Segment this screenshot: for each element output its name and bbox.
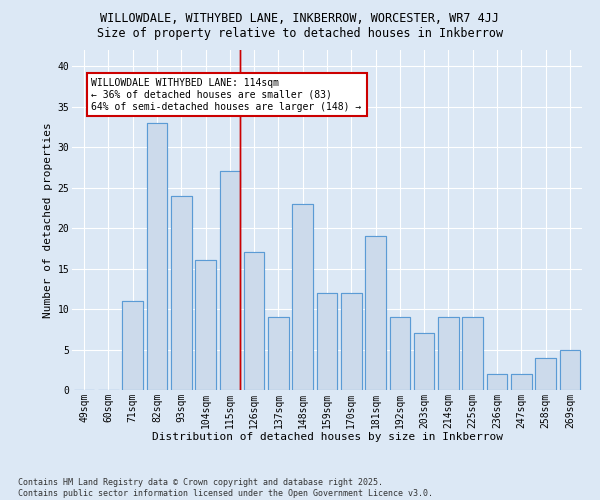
- Bar: [244, 252, 265, 390]
- Text: WILLOWDALE WITHYBED LANE: 114sqm
← 36% of detached houses are smaller (83)
64% o: WILLOWDALE WITHYBED LANE: 114sqm ← 36% o…: [91, 78, 362, 112]
- Bar: [146, 123, 167, 390]
- Text: Size of property relative to detached houses in Inkberrow: Size of property relative to detached ho…: [97, 28, 503, 40]
- Bar: [365, 236, 386, 390]
- X-axis label: Distribution of detached houses by size in Inkberrow: Distribution of detached houses by size …: [151, 432, 503, 442]
- Bar: [487, 374, 508, 390]
- Bar: [535, 358, 556, 390]
- Bar: [463, 317, 483, 390]
- Bar: [414, 334, 434, 390]
- Bar: [220, 172, 240, 390]
- Bar: [292, 204, 313, 390]
- Bar: [438, 317, 459, 390]
- Bar: [487, 374, 508, 390]
- Bar: [317, 293, 337, 390]
- Bar: [292, 204, 313, 390]
- Bar: [341, 293, 362, 390]
- Bar: [122, 301, 143, 390]
- Bar: [146, 123, 167, 390]
- Bar: [195, 260, 216, 390]
- Bar: [268, 317, 289, 390]
- Bar: [414, 334, 434, 390]
- Bar: [195, 260, 216, 390]
- Bar: [341, 293, 362, 390]
- Bar: [560, 350, 580, 390]
- Bar: [535, 358, 556, 390]
- Bar: [511, 374, 532, 390]
- Text: WILLOWDALE, WITHYBED LANE, INKBERROW, WORCESTER, WR7 4JJ: WILLOWDALE, WITHYBED LANE, INKBERROW, WO…: [101, 12, 499, 26]
- Y-axis label: Number of detached properties: Number of detached properties: [43, 122, 53, 318]
- Bar: [389, 317, 410, 390]
- Bar: [389, 317, 410, 390]
- Bar: [438, 317, 459, 390]
- Bar: [560, 350, 580, 390]
- Bar: [122, 301, 143, 390]
- Bar: [317, 293, 337, 390]
- Bar: [171, 196, 191, 390]
- Text: Contains HM Land Registry data © Crown copyright and database right 2025.
Contai: Contains HM Land Registry data © Crown c…: [18, 478, 433, 498]
- Bar: [220, 172, 240, 390]
- Bar: [365, 236, 386, 390]
- Bar: [511, 374, 532, 390]
- Bar: [463, 317, 483, 390]
- Bar: [171, 196, 191, 390]
- Bar: [244, 252, 265, 390]
- Bar: [268, 317, 289, 390]
